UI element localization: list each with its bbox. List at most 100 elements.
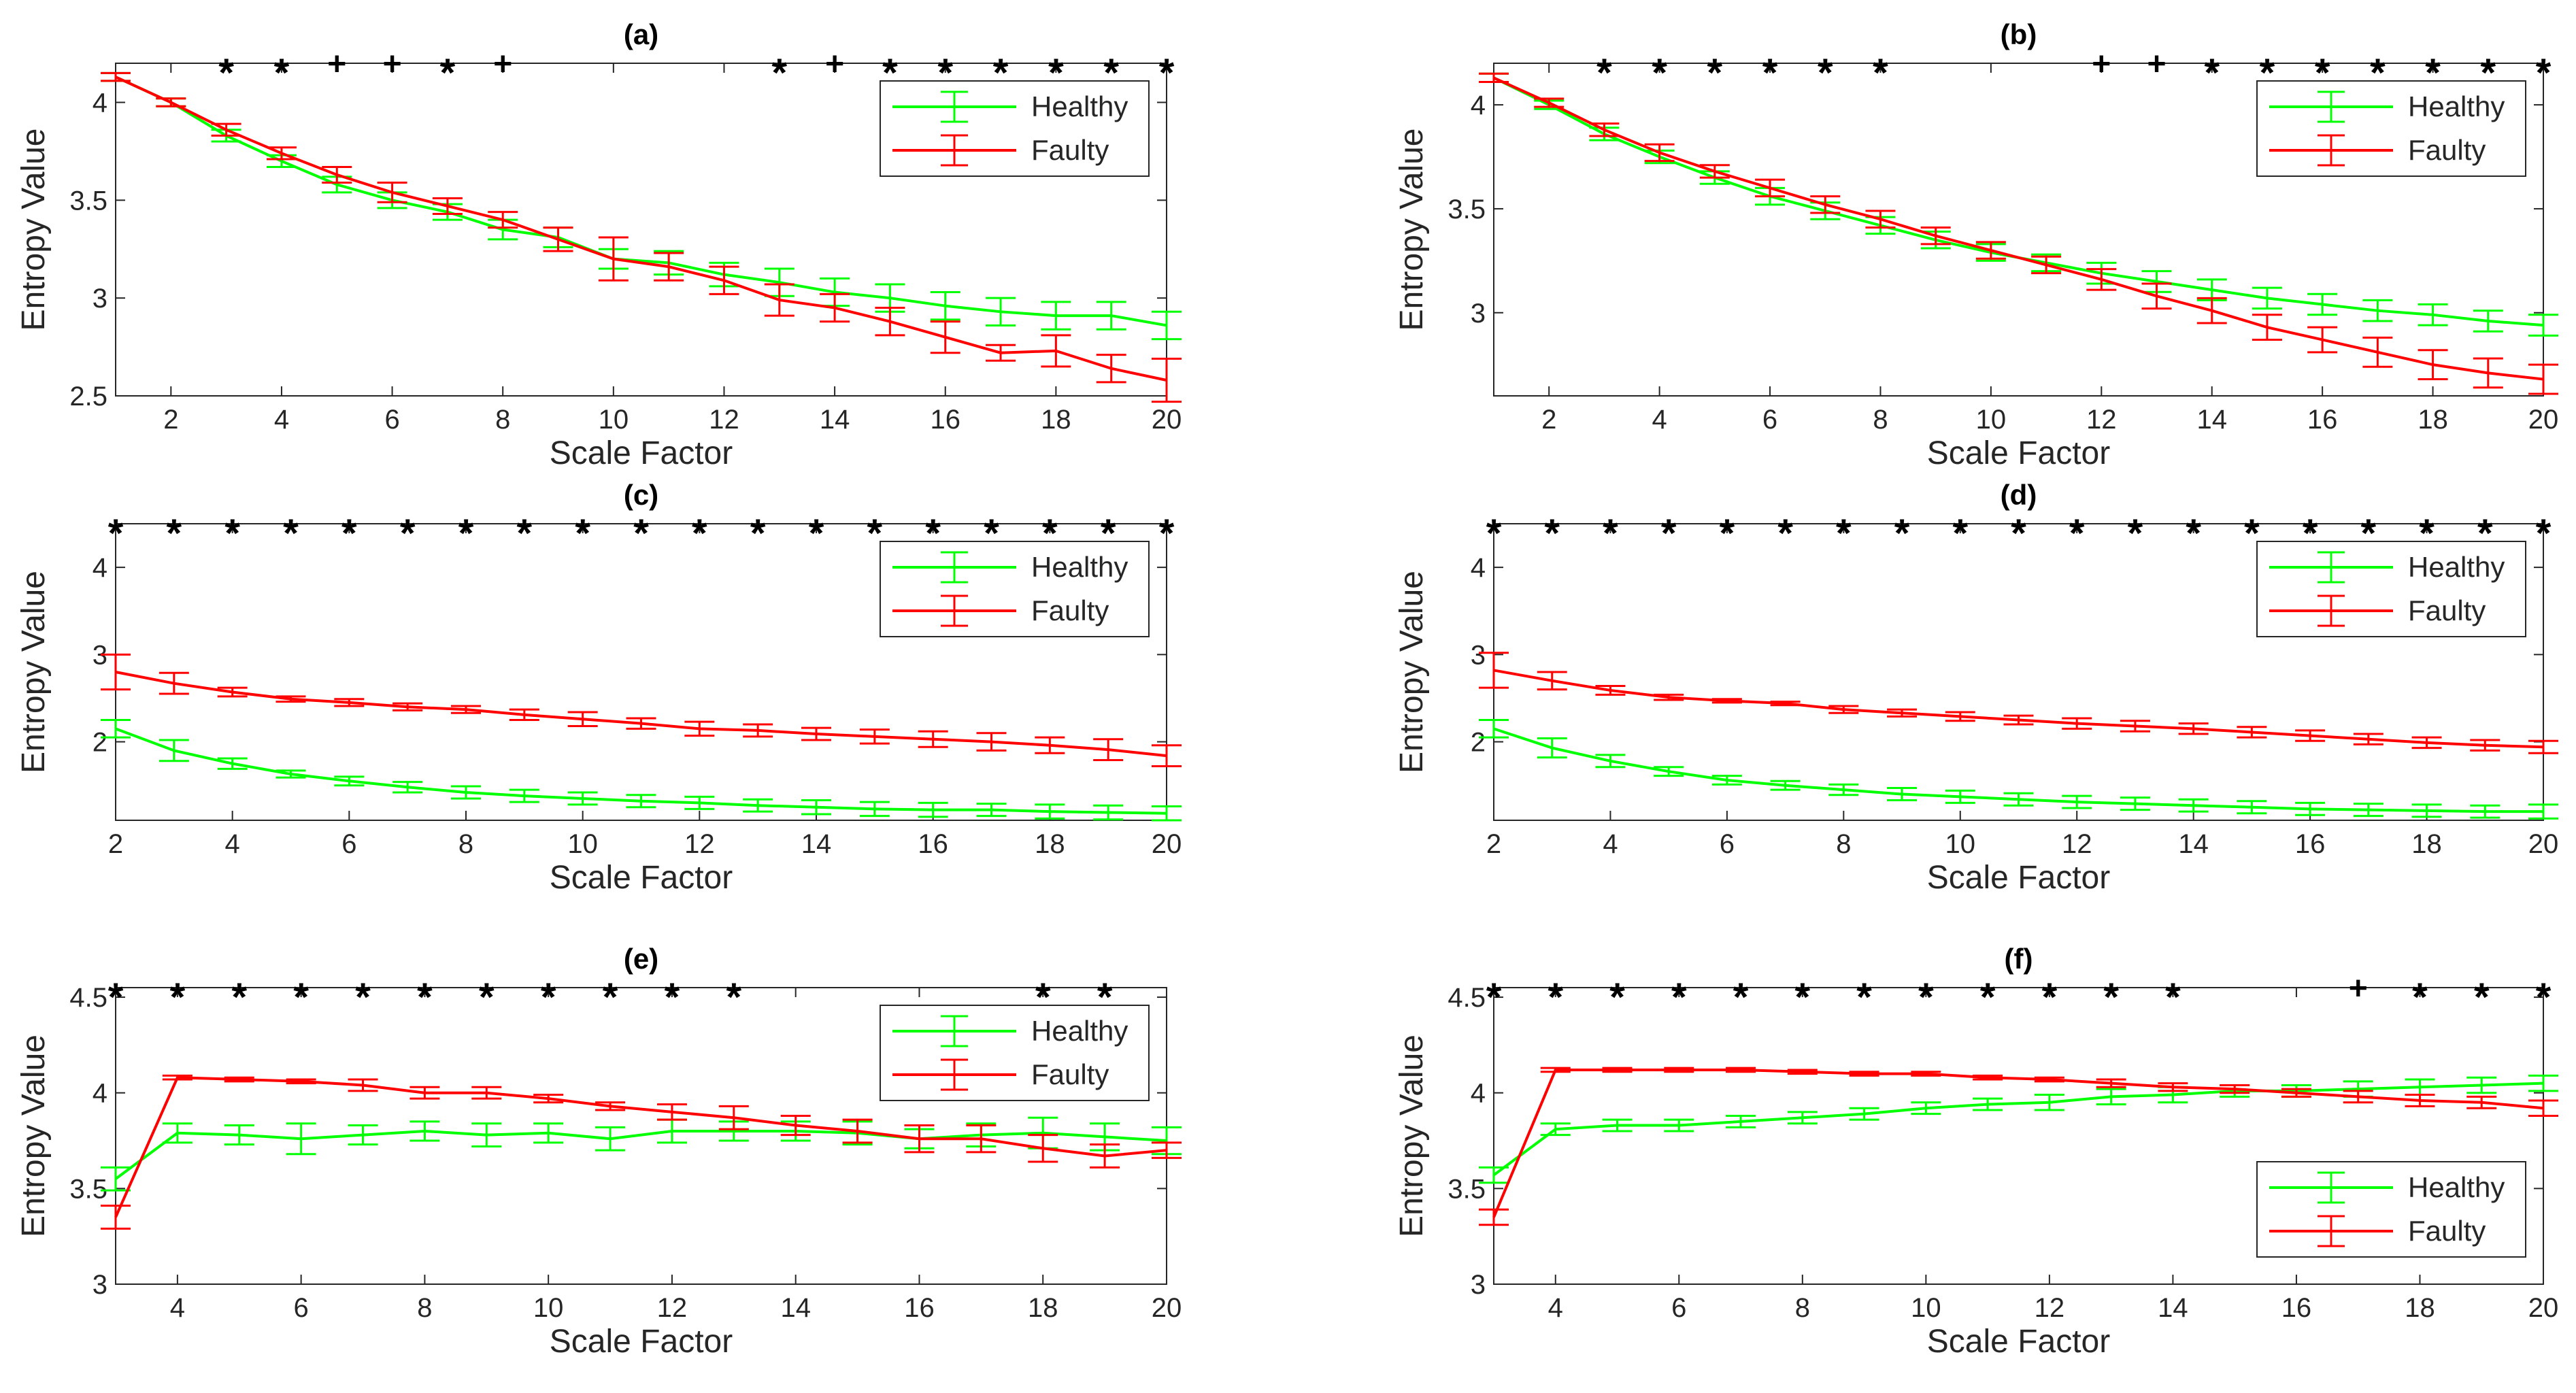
significance-marker: * [417, 975, 433, 1020]
significance-marker: * [2069, 511, 2085, 556]
significance-marker: * [2474, 975, 2490, 1020]
y-axis-label: Entropy Value [1394, 571, 1430, 773]
x-tick-label: 4 [1652, 405, 1667, 435]
y-tick-label: 4 [1471, 553, 1486, 583]
x-axis-label: Scale Factor [1927, 860, 2110, 896]
x-tick-label: 4 [225, 829, 240, 859]
x-tick-label: 2 [1541, 405, 1556, 435]
legend-box [2256, 80, 2526, 177]
x-axis-label: Scale Factor [1927, 435, 2110, 471]
x-tick-label: 6 [341, 829, 356, 859]
legend: Healthy Faulty [880, 1005, 1150, 1101]
x-tick-label: 18 [2405, 1293, 2435, 1323]
significance-marker: * [1652, 51, 1667, 95]
significance-marker: * [809, 511, 824, 556]
significance-marker: * [1671, 975, 1687, 1020]
series-healthy [1479, 719, 2558, 820]
significance-marker: * [726, 975, 742, 1020]
significance-marker: * [1918, 975, 1934, 1020]
significance-marker: * [355, 975, 371, 1020]
significance-marker: * [517, 511, 533, 556]
significance-marker: * [274, 51, 290, 95]
x-tick-label: 16 [2307, 405, 2338, 435]
significance-marker: * [2536, 975, 2552, 1020]
y-axis-label: Entropy Value [16, 1035, 52, 1237]
series-healthy [1479, 1074, 2558, 1184]
legend-item-faulty [2269, 1215, 2393, 1247]
significance-marker: * [2011, 511, 2026, 556]
panel-b: 2 4 6 8 10 12 14 16 18 20 3 3.5 4 (b) Scale Factor Entr… [1394, 18, 2558, 471]
y-tick-label: 4 [1471, 90, 1486, 120]
significance-marker: * [633, 511, 649, 556]
significance-marker: * [1952, 511, 1968, 556]
x-tick-label: 8 [1795, 1293, 1810, 1323]
significance-marker: * [2412, 975, 2428, 1020]
x-tick-label: 16 [918, 829, 948, 859]
y-tick-label: 3.5 [69, 1174, 107, 1204]
panel-title: (e) [624, 943, 658, 975]
y-tick-label: 3 [93, 284, 107, 314]
significance-marker: * [1544, 511, 1560, 556]
x-tick-label: 12 [2035, 1293, 2065, 1323]
panel-title: (c) [624, 479, 658, 511]
legend-item-faulty [892, 134, 1016, 167]
x-tick-label: 18 [1035, 829, 1065, 859]
series-line [115, 671, 1167, 758]
significance-marker: + [2092, 46, 2111, 82]
x-tick-label: 8 [495, 405, 510, 435]
significance-marker: * [1603, 511, 1618, 556]
significance-marker: * [218, 51, 234, 95]
significance-marker: * [458, 511, 474, 556]
y-axis-label: Entropy Value [1394, 1035, 1430, 1237]
significance-marker: * [1980, 975, 1996, 1020]
x-tick-label: 20 [1152, 829, 1182, 859]
significance-marker: * [1548, 975, 1563, 1020]
y-tick-label: 4 [1471, 1079, 1486, 1109]
x-tick-label: 2 [108, 829, 123, 859]
series-faulty [101, 1074, 1182, 1230]
x-tick-label: 10 [599, 405, 629, 435]
legend: Healthy Faulty [880, 80, 1150, 177]
legend-label: Healthy [2408, 551, 2505, 583]
significance-marker: * [283, 511, 299, 556]
significance-marker: * [772, 51, 788, 95]
x-tick-label: 14 [2158, 1293, 2188, 1323]
y-tick-label: 2 [1471, 728, 1486, 758]
x-tick-label: 18 [1041, 405, 1071, 435]
x-tick-label: 12 [709, 405, 739, 435]
series-healthy [101, 1116, 1182, 1192]
x-tick-label: 8 [458, 829, 473, 859]
x-tick-label: 6 [294, 1293, 309, 1323]
y-tick-label: 3 [93, 1270, 107, 1300]
significance-marker: * [575, 511, 590, 556]
legend-box [2256, 541, 2526, 637]
significance-marker: * [224, 511, 240, 556]
legend-item-healthy [2269, 551, 2393, 584]
axes-box [1493, 987, 2544, 1285]
significance-marker: * [1661, 511, 1677, 556]
x-tick-label: 20 [1152, 1293, 1182, 1323]
legend-box [880, 541, 1150, 637]
axes-box [115, 63, 1167, 397]
series-faulty [1479, 72, 2558, 395]
legend-item-faulty [892, 1058, 1016, 1091]
x-tick-label: 8 [1873, 405, 1888, 435]
legend-label: Faulty [2408, 1215, 2486, 1247]
panel-c: 2 4 6 8 10 12 14 16 18 20 2 3 4 (c) Scale Factor Entrop… [16, 479, 1182, 896]
significance-marker: + [327, 46, 346, 82]
series-healthy [101, 719, 1182, 822]
x-axis-label: Scale Factor [1927, 1324, 2110, 1360]
x-tick-label: 6 [1720, 829, 1735, 859]
significance-marker: * [2103, 975, 2119, 1020]
significance-marker: * [2042, 975, 2058, 1020]
series-faulty [1479, 1067, 2558, 1226]
legend-label: Healthy [1031, 90, 1128, 122]
x-tick-label: 6 [1762, 405, 1777, 435]
x-tick-label: 14 [820, 405, 850, 435]
y-tick-label: 3.5 [1448, 195, 1486, 224]
x-tick-label: 18 [2418, 405, 2448, 435]
y-tick-label: 3.5 [69, 186, 107, 216]
significance-marker: * [2165, 975, 2181, 1020]
y-tick-label: 2.5 [69, 382, 107, 412]
